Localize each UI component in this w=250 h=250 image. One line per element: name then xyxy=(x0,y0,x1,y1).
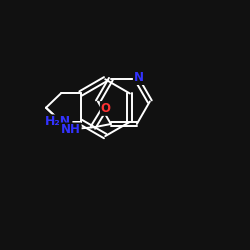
Text: H₂N: H₂N xyxy=(45,116,72,128)
Text: O: O xyxy=(101,102,111,115)
Text: NH: NH xyxy=(61,124,81,136)
Text: N: N xyxy=(134,71,144,84)
